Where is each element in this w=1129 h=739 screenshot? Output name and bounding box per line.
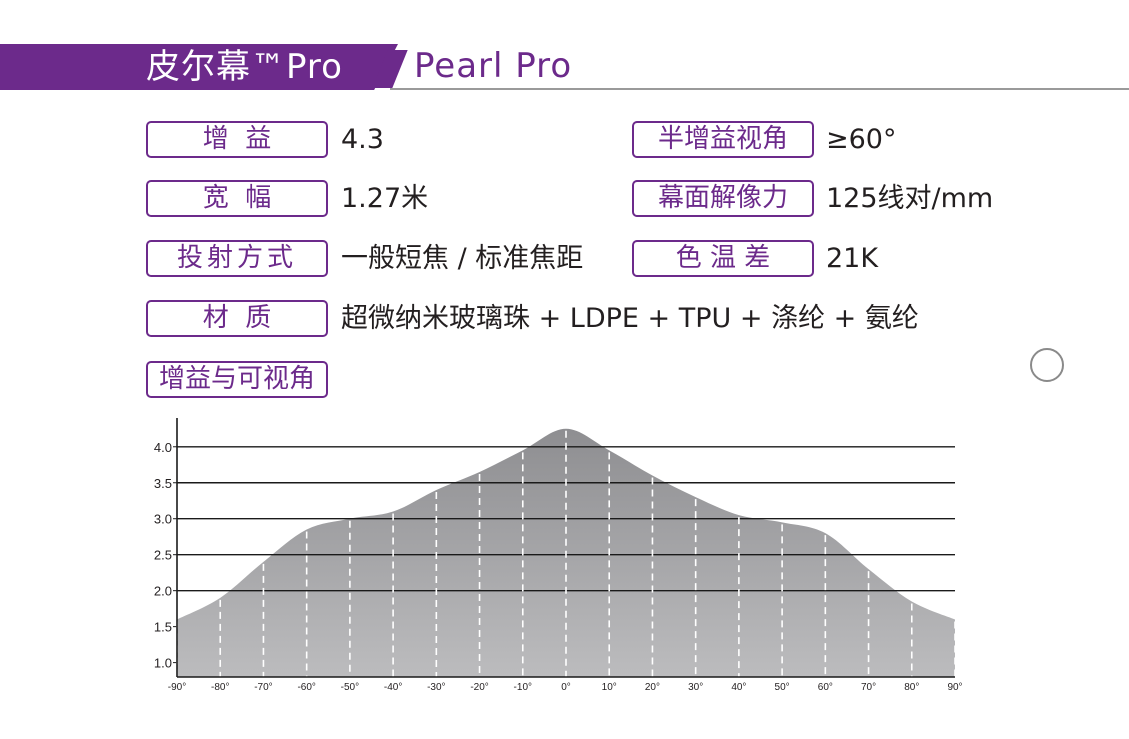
- x-tick-label: 60°: [818, 682, 833, 693]
- color-temp-value: 21K: [826, 243, 879, 274]
- x-tick-label: -50°: [341, 682, 359, 693]
- y-tick-label: 3.5: [154, 476, 172, 491]
- gain-value: 4.3: [341, 124, 384, 155]
- chart-section-label: 增益与可视角: [146, 361, 328, 398]
- y-tick-label: 2.0: [154, 584, 172, 599]
- half-gain-angle-value: ≥60°: [826, 124, 897, 155]
- y-tick-label: 3.0: [154, 512, 172, 527]
- page-title-en: Pearl Pro: [414, 46, 573, 86]
- projection-label: 投射方式: [146, 240, 328, 277]
- y-tick-label: 1.5: [154, 620, 172, 635]
- title-band: [0, 44, 398, 90]
- material-value: 超微纳米玻璃珠 + LDPE + TPU + 涤纶 + 氨纶: [341, 303, 919, 334]
- x-tick-label: -70°: [254, 682, 272, 693]
- x-tick-label: 20°: [645, 682, 660, 693]
- title-underline: [390, 88, 1129, 90]
- x-tick-label: -80°: [211, 682, 229, 693]
- x-tick-label: 10°: [602, 682, 617, 693]
- y-tick-label: 1.0: [154, 656, 172, 671]
- color-temp-label: 色 温 差: [632, 240, 814, 277]
- x-tick-label: 30°: [688, 682, 703, 693]
- x-tick-label: -20°: [470, 682, 488, 693]
- page-title-zh: 皮尔幕™Pro: [146, 47, 343, 87]
- x-tick-label: -30°: [427, 682, 445, 693]
- y-tick-label: 2.5: [154, 548, 172, 563]
- resolution-label: 幕面解像力: [632, 180, 814, 217]
- x-tick-label: 40°: [731, 682, 746, 693]
- x-tick-label: -40°: [384, 682, 402, 693]
- projection-value: 一般短焦 / 标准焦距: [341, 243, 584, 274]
- gain-label: 增 益: [146, 121, 328, 158]
- x-tick-label: 80°: [904, 682, 919, 693]
- x-tick-label: -10°: [514, 682, 532, 693]
- x-tick-label: 70°: [861, 682, 876, 693]
- material-label: 材 质: [146, 300, 328, 337]
- width-value: 1.27米: [341, 183, 429, 214]
- x-tick-label: 0°: [561, 682, 571, 693]
- resolution-value: 125线对/mm: [826, 183, 994, 214]
- width-label: 宽 幅: [146, 180, 328, 217]
- x-tick-label: 50°: [775, 682, 790, 693]
- x-tick-label: -60°: [297, 682, 315, 693]
- circle-button[interactable]: [1030, 348, 1064, 382]
- x-tick-label: 90°: [947, 682, 962, 693]
- half-gain-angle-label: 半增益视角: [632, 121, 814, 158]
- x-tick-label: -90°: [168, 682, 186, 693]
- y-tick-label: 4.0: [154, 440, 172, 455]
